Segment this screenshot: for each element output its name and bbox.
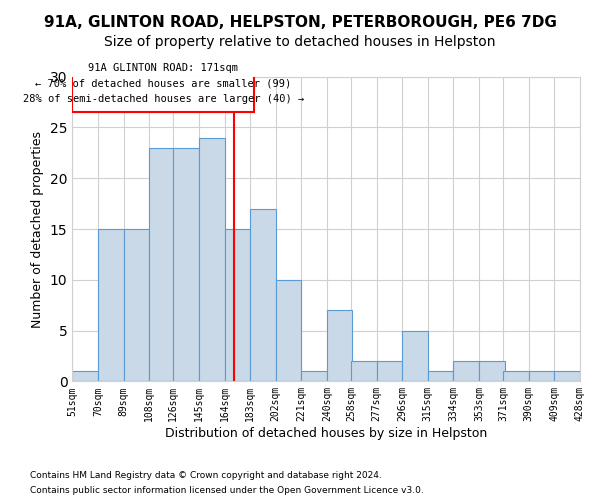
- Bar: [479, 361, 505, 382]
- Bar: [98, 229, 124, 382]
- Text: 91A, GLINTON ROAD, HELPSTON, PETERBOROUGH, PE6 7DG: 91A, GLINTON ROAD, HELPSTON, PETERBOROUG…: [44, 15, 556, 30]
- Bar: [402, 330, 428, 382]
- Text: ← 70% of detached houses are smaller (99): ← 70% of detached houses are smaller (99…: [35, 78, 292, 88]
- Bar: [377, 361, 402, 382]
- Bar: [199, 138, 224, 382]
- Text: Contains HM Land Registry data © Crown copyright and database right 2024.: Contains HM Land Registry data © Crown c…: [30, 471, 382, 480]
- Bar: [554, 371, 580, 382]
- Text: 28% of semi-detached houses are larger (40) →: 28% of semi-detached houses are larger (…: [23, 94, 304, 104]
- Bar: [503, 371, 529, 382]
- Bar: [224, 229, 250, 382]
- Bar: [351, 361, 377, 382]
- Bar: [327, 310, 352, 382]
- Bar: [124, 229, 149, 382]
- Bar: [73, 371, 98, 382]
- FancyBboxPatch shape: [73, 56, 254, 112]
- Bar: [250, 208, 275, 382]
- Text: Size of property relative to detached houses in Helpston: Size of property relative to detached ho…: [104, 35, 496, 49]
- Text: 91A GLINTON ROAD: 171sqm: 91A GLINTON ROAD: 171sqm: [88, 64, 238, 74]
- Bar: [529, 371, 554, 382]
- Bar: [275, 280, 301, 382]
- X-axis label: Distribution of detached houses by size in Helpston: Distribution of detached houses by size …: [165, 427, 487, 440]
- Text: Contains public sector information licensed under the Open Government Licence v3: Contains public sector information licen…: [30, 486, 424, 495]
- Y-axis label: Number of detached properties: Number of detached properties: [31, 130, 44, 328]
- Bar: [454, 361, 479, 382]
- Bar: [173, 148, 199, 382]
- Bar: [149, 148, 175, 382]
- Bar: [301, 371, 327, 382]
- Bar: [428, 371, 454, 382]
